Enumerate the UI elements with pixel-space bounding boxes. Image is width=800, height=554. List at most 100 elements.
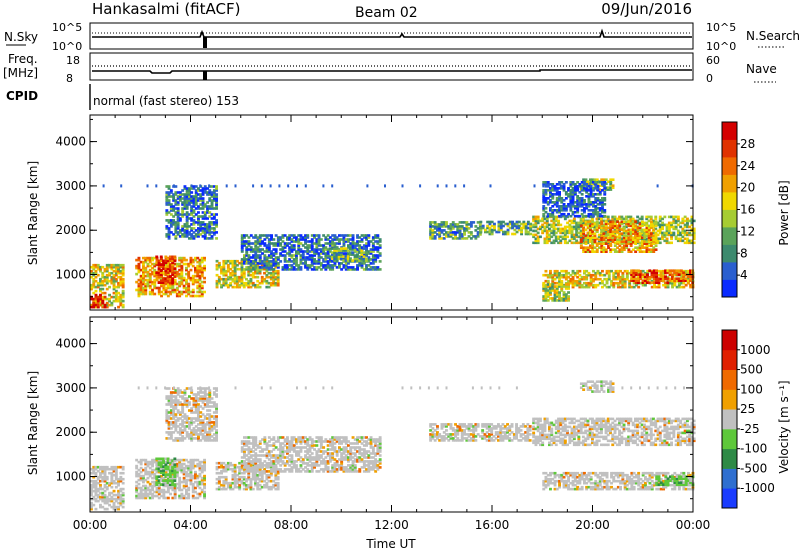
echo-cell [245,254,249,257]
echo-cell [604,222,608,226]
echo-cell [159,279,163,282]
echo-cell [174,227,178,230]
echo-cell [449,235,453,238]
echo-cell [458,233,462,236]
echo-cell [222,265,226,269]
echo-cell [191,484,195,488]
echo-cell [602,242,606,245]
echo-cell [438,233,442,236]
echo-cell [558,183,561,186]
echo-cell [333,249,337,252]
echo-cell [358,262,362,265]
echo-cell [164,281,168,284]
echo-cell [176,225,180,228]
echo-cell [151,462,154,466]
echo-cell [231,261,235,265]
echo-cell [508,220,512,224]
echo-cell [330,255,334,258]
echo-cell [164,496,168,500]
echo-cell [151,280,154,284]
echo-cell [552,229,556,233]
echo-cell [181,227,185,230]
echo-cell [121,499,125,503]
echo-cell [623,283,627,287]
echo-cell [564,269,568,273]
echo-cell [629,250,633,253]
echo-cell [261,248,264,251]
echo-cell [559,235,563,239]
echo-cell [601,203,604,206]
echo-cell [144,492,148,496]
echo-cell [215,205,218,208]
echo-cell [185,496,188,500]
echo-cell [139,460,143,464]
echo-cell [534,223,538,227]
echo-cell [148,256,152,260]
echo-cell [203,486,206,490]
echo-cell [187,290,191,294]
echo-cell [360,266,364,269]
echo-cell [173,282,177,286]
echo-cell [200,488,204,492]
echo-cell [178,458,182,462]
echo-cell [165,185,169,188]
echo-cell [442,229,446,232]
echo-cell [148,490,152,494]
echo-cell [600,244,604,247]
echo-cell [467,227,471,230]
echo-cell [371,268,375,271]
echo-cell [541,219,545,223]
echo-cell [654,220,658,224]
echo-cell [571,271,575,275]
echo-cell [142,292,145,296]
echo-cell [189,276,193,280]
echo-cell [226,259,230,263]
echo-cell [652,236,656,239]
echo-cell [367,252,371,255]
echo-cell [256,254,260,257]
echo-cell [555,193,559,196]
echo-cell [597,221,601,225]
echo-cell [105,501,109,505]
echo-cell [589,178,592,181]
echo-cell [650,281,654,284]
echo-cell [114,269,118,273]
echo-cell [114,467,118,471]
echo-cell [360,262,364,265]
echo-cell [604,188,608,191]
echo-cell [197,211,200,214]
echo-cell [360,238,364,241]
echo-cell [174,211,178,214]
echo-cell [90,479,93,483]
echo-cell [144,292,148,296]
echo-cell [600,226,604,230]
echo-cell [299,238,303,241]
freq-unit: [MHz] [3,66,38,80]
echo-cell [333,244,337,247]
echo-cell [557,221,560,225]
echo-cell [506,232,510,236]
echo-cell [162,284,166,288]
echo-cell [299,248,303,251]
echo-cell [684,283,688,287]
echo-cell [584,250,588,253]
echo-cell [254,252,258,255]
echo-cell [178,466,182,470]
echo-cell [171,288,175,292]
echo-cell [625,222,629,226]
echo-cell [99,299,102,303]
echo-cell [108,265,111,269]
echo-cell [486,226,490,230]
echo-cell [690,241,694,245]
echo-cell [226,263,230,267]
echo-cell [175,470,179,474]
echo-cell [178,476,182,480]
echo-cell [629,242,633,245]
echo-cell [681,229,685,233]
echo-cell [335,236,339,239]
echo-cell [229,281,233,285]
echo-cell [258,266,262,269]
echo-cell [598,226,601,230]
echo-cell [465,227,469,230]
echo-cell [153,468,157,472]
